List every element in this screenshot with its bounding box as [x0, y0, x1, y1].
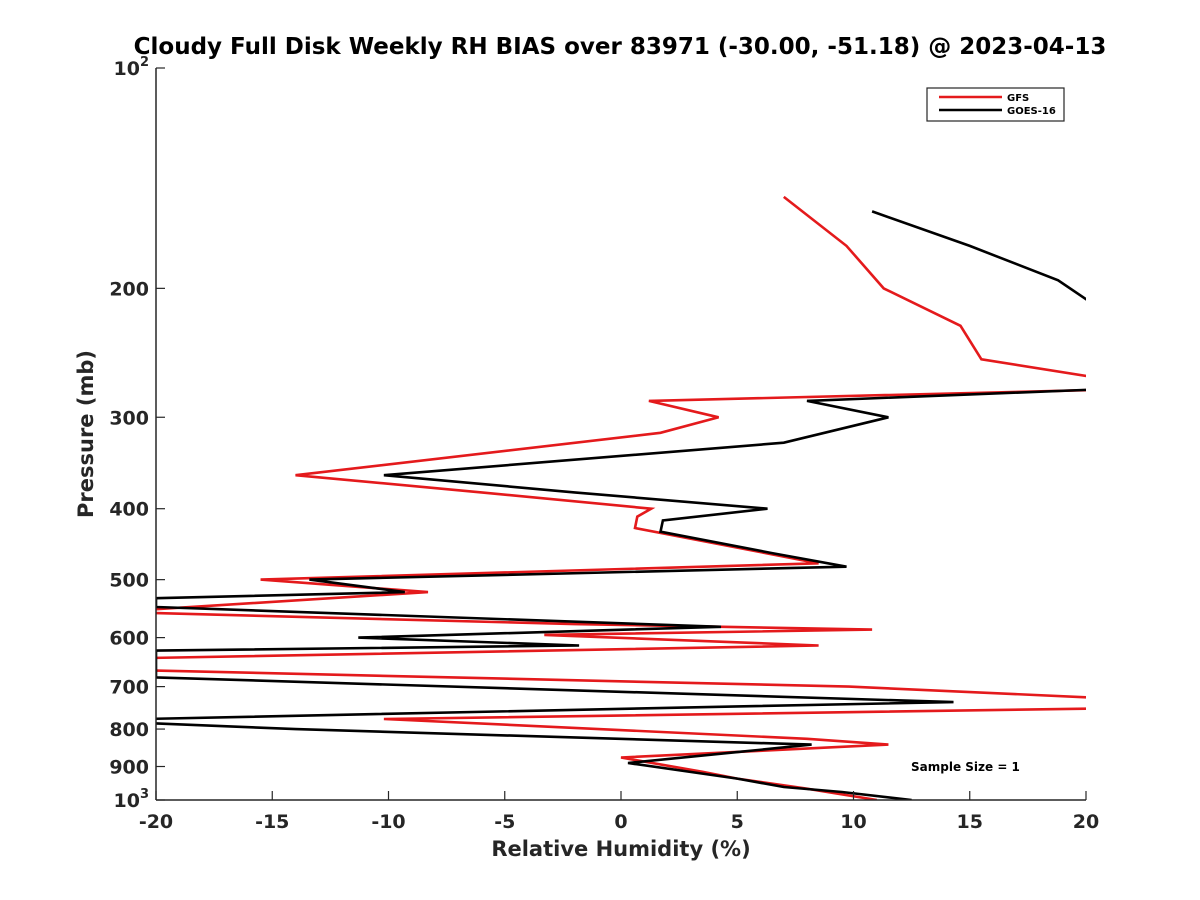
- x-tick-label: 0: [614, 811, 627, 833]
- x-tick-label: -15: [255, 811, 289, 833]
- series-line-goes16: [156, 210, 1086, 800]
- plot-area: [156, 195, 1086, 800]
- y-axis-ticks: 102 200 300 400 500 600 700 800 900 103: [109, 55, 165, 812]
- legend: GFS GOES-16: [926, 87, 1065, 122]
- y-tick-label: 300: [109, 407, 149, 429]
- y-tick-label: 103: [114, 787, 150, 812]
- y-tick-label: 400: [109, 499, 149, 521]
- legend-label-gfs: GFS: [1007, 93, 1029, 104]
- series-line-gfs: [156, 195, 1086, 800]
- x-tick-label: 5: [731, 811, 744, 833]
- x-tick-label: 20: [1073, 811, 1099, 833]
- x-tick-label: -20: [139, 811, 173, 833]
- y-tick-label: 102: [114, 55, 150, 80]
- x-tick-label: 15: [957, 811, 983, 833]
- chart-title: Cloudy Full Disk Weekly RH BIAS over 839…: [134, 34, 1107, 60]
- sample-size-annotation: Sample Size = 1: [911, 760, 1020, 774]
- x-axis-label: Relative Humidity (%): [491, 837, 750, 861]
- x-tick-label: -10: [371, 811, 405, 833]
- y-tick-label: 700: [109, 677, 149, 699]
- y-tick-label: 800: [109, 719, 149, 741]
- y-tick-label: 500: [109, 570, 149, 592]
- x-axis-ticks: -20 -15 -10 -5 0 5 10 15 20: [139, 791, 1099, 833]
- y-tick-label: 900: [109, 757, 149, 779]
- legend-box: [926, 87, 1065, 122]
- y-tick-label: 200: [109, 278, 149, 300]
- x-tick-label: 10: [840, 811, 866, 833]
- y-tick-label: 600: [109, 628, 149, 650]
- x-tick-label: -5: [494, 811, 515, 833]
- legend-label-goes16: GOES-16: [1007, 106, 1056, 117]
- y-axis-label: Pressure (mb): [74, 350, 98, 518]
